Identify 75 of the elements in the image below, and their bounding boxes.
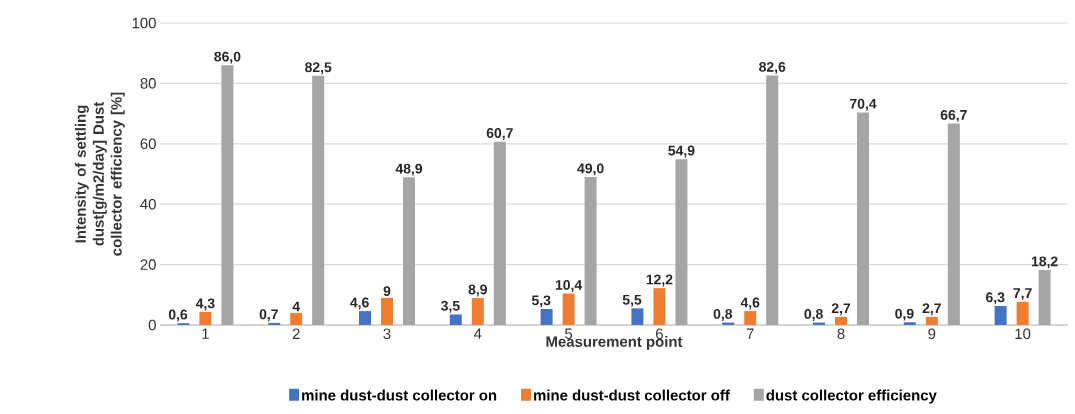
data-label: 86,0 — [214, 51, 241, 64]
bar — [653, 288, 666, 325]
bar — [584, 177, 597, 325]
bar — [994, 305, 1007, 325]
bar — [359, 311, 371, 325]
bar — [540, 308, 553, 325]
x-tick-label: 2 — [292, 328, 300, 339]
bar — [857, 112, 870, 325]
data-label: 49,0 — [577, 163, 604, 176]
data-label: 0,8 — [804, 308, 823, 321]
bar — [744, 311, 757, 325]
legend-label: mine dust-dust collector off — [534, 389, 730, 401]
legend-label: dust collector efficiency — [766, 389, 937, 404]
bar — [221, 65, 234, 325]
bar — [381, 297, 393, 325]
bar — [631, 308, 644, 325]
x-tick-label: 1 — [202, 328, 209, 339]
data-label: 70,4 — [850, 98, 877, 111]
data-label: 0,6 — [168, 309, 188, 322]
bar — [199, 312, 212, 325]
bar — [903, 322, 916, 325]
bar — [290, 312, 303, 325]
data-label: 9 — [383, 286, 391, 297]
bar — [403, 177, 415, 325]
bar — [449, 314, 462, 325]
data-label: 4,3 — [195, 298, 215, 311]
data-label: 4,6 — [740, 297, 760, 310]
bar — [562, 293, 575, 325]
bar — [1038, 270, 1051, 325]
data-label: 82,6 — [759, 61, 786, 74]
bar — [268, 322, 281, 325]
y-axis-title: Intensity of settling dust[g/m2/day] Dust collector efficiency [%] — [74, 92, 125, 256]
data-label: 54,9 — [668, 145, 695, 158]
y-tick-label: 20 — [140, 259, 156, 270]
data-label: 10,4 — [555, 279, 583, 292]
data-label: 82,5 — [305, 62, 332, 75]
x-tick-label: 7 — [746, 328, 754, 339]
data-label: 3,5 — [441, 300, 460, 313]
data-label: 5,5 — [622, 294, 642, 307]
data-label: 7,7 — [1013, 288, 1032, 301]
bar — [493, 141, 506, 325]
data-label: 60,7 — [486, 128, 513, 140]
bar — [312, 75, 325, 325]
data-label: 0,7 — [259, 309, 278, 322]
data-label: 18,2 — [1031, 256, 1058, 269]
x-tick-label: 3 — [383, 328, 391, 340]
data-label: 12,2 — [646, 274, 673, 287]
bar — [835, 316, 848, 325]
bar — [1016, 301, 1029, 325]
data-label: 0,9 — [895, 308, 914, 321]
y-tick-label: 0 — [148, 319, 156, 331]
data-label: 4,6 — [350, 297, 369, 310]
x-tick-label: 10 — [1015, 328, 1031, 340]
data-label: 2,7 — [922, 303, 941, 316]
data-label: 66,7 — [940, 109, 967, 122]
bar — [675, 159, 688, 325]
bar — [471, 298, 484, 325]
x-tick-label: 9 — [928, 328, 936, 340]
data-label: 2,7 — [831, 303, 851, 316]
legend-label: mine dust-dust collector on — [302, 389, 497, 401]
bar — [947, 123, 960, 325]
data-label: 0,8 — [713, 308, 733, 321]
y-tick-label: 60 — [140, 138, 156, 150]
data-label: 8,9 — [468, 284, 487, 297]
x-tick-label: 8 — [837, 328, 845, 340]
data-label: 5,3 — [531, 295, 551, 308]
data-label: 4 — [292, 301, 301, 312]
y-tick-label: 80 — [140, 78, 156, 89]
y-tick-label: 100 — [132, 17, 156, 29]
data-label: 48,9 — [395, 163, 423, 176]
y-tick-label: 40 — [140, 198, 156, 210]
x-tick-label: 4 — [473, 328, 482, 339]
bar — [925, 316, 938, 325]
bar — [766, 75, 779, 325]
data-label: 6,3 — [986, 292, 1005, 305]
